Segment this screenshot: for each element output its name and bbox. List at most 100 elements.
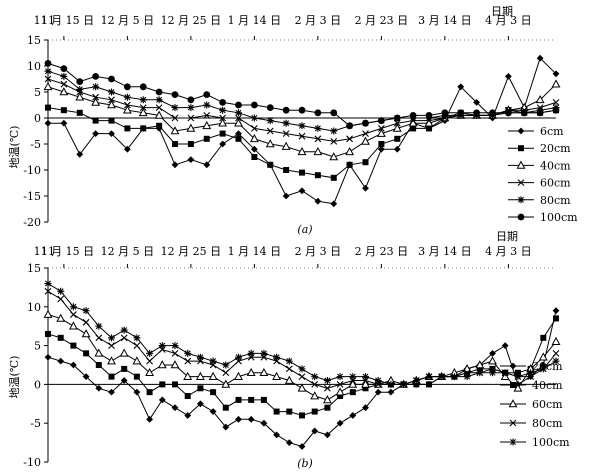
data-point	[489, 349, 496, 357]
data-point	[311, 373, 319, 381]
data-point	[393, 119, 401, 127]
data-point	[146, 389, 153, 396]
data-point	[513, 383, 523, 392]
data-point	[282, 119, 290, 127]
data-point	[44, 60, 52, 67]
data-point	[57, 287, 65, 295]
data-point	[91, 97, 101, 106]
data-point	[235, 135, 242, 142]
series-20cm	[44, 307, 560, 450]
data-point	[281, 141, 291, 150]
data-point	[273, 353, 281, 361]
data-point	[377, 117, 385, 124]
legend-marker	[517, 196, 525, 204]
data-point	[362, 130, 369, 137]
x-tick-label: 2 月 23 日	[355, 14, 409, 27]
y-tick-label: 10	[27, 301, 41, 314]
data-point	[476, 369, 484, 377]
data-point	[124, 125, 131, 132]
data-point	[184, 412, 192, 419]
y-tick-label: -15	[23, 190, 41, 203]
data-point	[196, 353, 204, 361]
data-point	[348, 379, 358, 388]
data-point	[183, 371, 193, 380]
data-point	[197, 400, 204, 408]
data-point	[476, 365, 483, 372]
data-point	[362, 404, 369, 412]
data-point	[361, 136, 370, 145]
data-point	[76, 109, 83, 116]
data-point	[285, 365, 293, 373]
data-point	[322, 395, 332, 404]
data-point	[246, 367, 256, 377]
data-point	[387, 388, 395, 396]
series-line	[47, 70, 557, 132]
x-tick-label: 1 月 14 日	[228, 245, 282, 258]
data-point	[273, 408, 280, 415]
data-point	[139, 104, 147, 111]
data-point	[108, 75, 115, 83]
data-point	[538, 352, 548, 361]
data-point	[553, 315, 559, 322]
data-point	[361, 379, 370, 388]
data-point	[314, 135, 322, 143]
y-tick-label: 15	[27, 262, 41, 275]
data-point	[235, 415, 242, 423]
data-point	[121, 365, 128, 372]
x-tick-label: 12 月 25 日	[161, 14, 221, 27]
series-100cm	[44, 60, 560, 130]
data-point	[330, 138, 338, 145]
data-point	[311, 427, 319, 435]
data-point	[335, 387, 345, 396]
data-point	[219, 114, 227, 122]
data-point	[138, 107, 148, 117]
data-point	[95, 362, 102, 368]
data-point	[203, 91, 211, 98]
data-point	[120, 377, 128, 384]
data-point	[171, 91, 179, 98]
data-point	[235, 101, 242, 109]
data-point	[520, 109, 528, 117]
series-20cm	[45, 104, 559, 181]
data-point	[203, 101, 211, 109]
legend-marker	[517, 179, 525, 186]
data-point	[133, 334, 141, 342]
data-point	[108, 96, 115, 104]
legend-item: 60cm	[500, 398, 563, 411]
x-tick-label: 2 月 3 日	[295, 14, 342, 27]
data-point	[297, 146, 307, 156]
data-point	[235, 396, 242, 403]
data-point	[324, 431, 331, 439]
data-point	[43, 81, 53, 91]
data-point	[314, 109, 322, 117]
chart-panel-b: 11 日期 地温(℃) (b) -10 -5 0 5 10 15 11 月 15 日 12 月…	[8, 230, 570, 470]
data-point	[330, 127, 338, 135]
data-point	[156, 122, 163, 129]
data-point	[441, 109, 449, 117]
x-tick-label: 12 月 25 日	[161, 245, 221, 258]
data-point	[272, 371, 282, 380]
data-point	[235, 130, 242, 137]
data-point	[330, 174, 337, 181]
data-point	[235, 353, 242, 361]
data-point	[298, 106, 306, 114]
data-point	[310, 391, 320, 400]
data-point	[535, 94, 545, 104]
legend-item: 40cm	[500, 379, 563, 392]
data-point	[536, 109, 544, 117]
xlabel: 日期	[491, 5, 513, 18]
data-point	[95, 384, 103, 392]
data-point	[197, 385, 204, 392]
x-tick-label: 3 月 14 日	[418, 14, 472, 27]
data-point	[69, 303, 77, 311]
data-point	[463, 373, 471, 381]
data-point	[155, 96, 163, 104]
legend-label: 80cm	[540, 194, 571, 207]
data-point	[552, 106, 560, 114]
data-point	[400, 380, 408, 388]
data-point	[552, 99, 560, 106]
data-point	[462, 364, 472, 373]
data-point	[504, 73, 512, 80]
data-point	[108, 117, 115, 124]
data-point	[298, 365, 306, 373]
